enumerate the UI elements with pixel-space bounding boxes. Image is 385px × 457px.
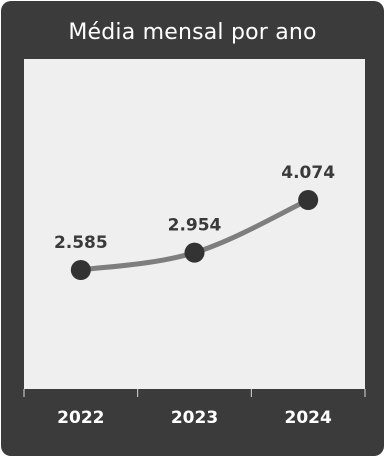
data-label-2022: 2.585 [54,233,108,253]
x-axis-ticks: 2022 2023 2024 [57,408,332,428]
data-point-2022 [70,260,91,280]
data-label-2023: 2.954 [168,216,222,236]
data-labels: 2.585 2.954 4.074 [54,163,335,253]
x-tick-2023: 2023 [171,408,218,428]
x-axis-separators [23,389,366,397]
x-tick-2022: 2022 [57,408,104,428]
data-label-2024: 4.074 [281,163,335,183]
x-tick-2024: 2024 [285,408,332,428]
chart-title: Média mensal por ano [68,20,317,45]
data-point-2023 [184,242,205,263]
plot-area [24,59,365,389]
data-point-2024 [298,190,319,210]
data-points [70,190,319,280]
